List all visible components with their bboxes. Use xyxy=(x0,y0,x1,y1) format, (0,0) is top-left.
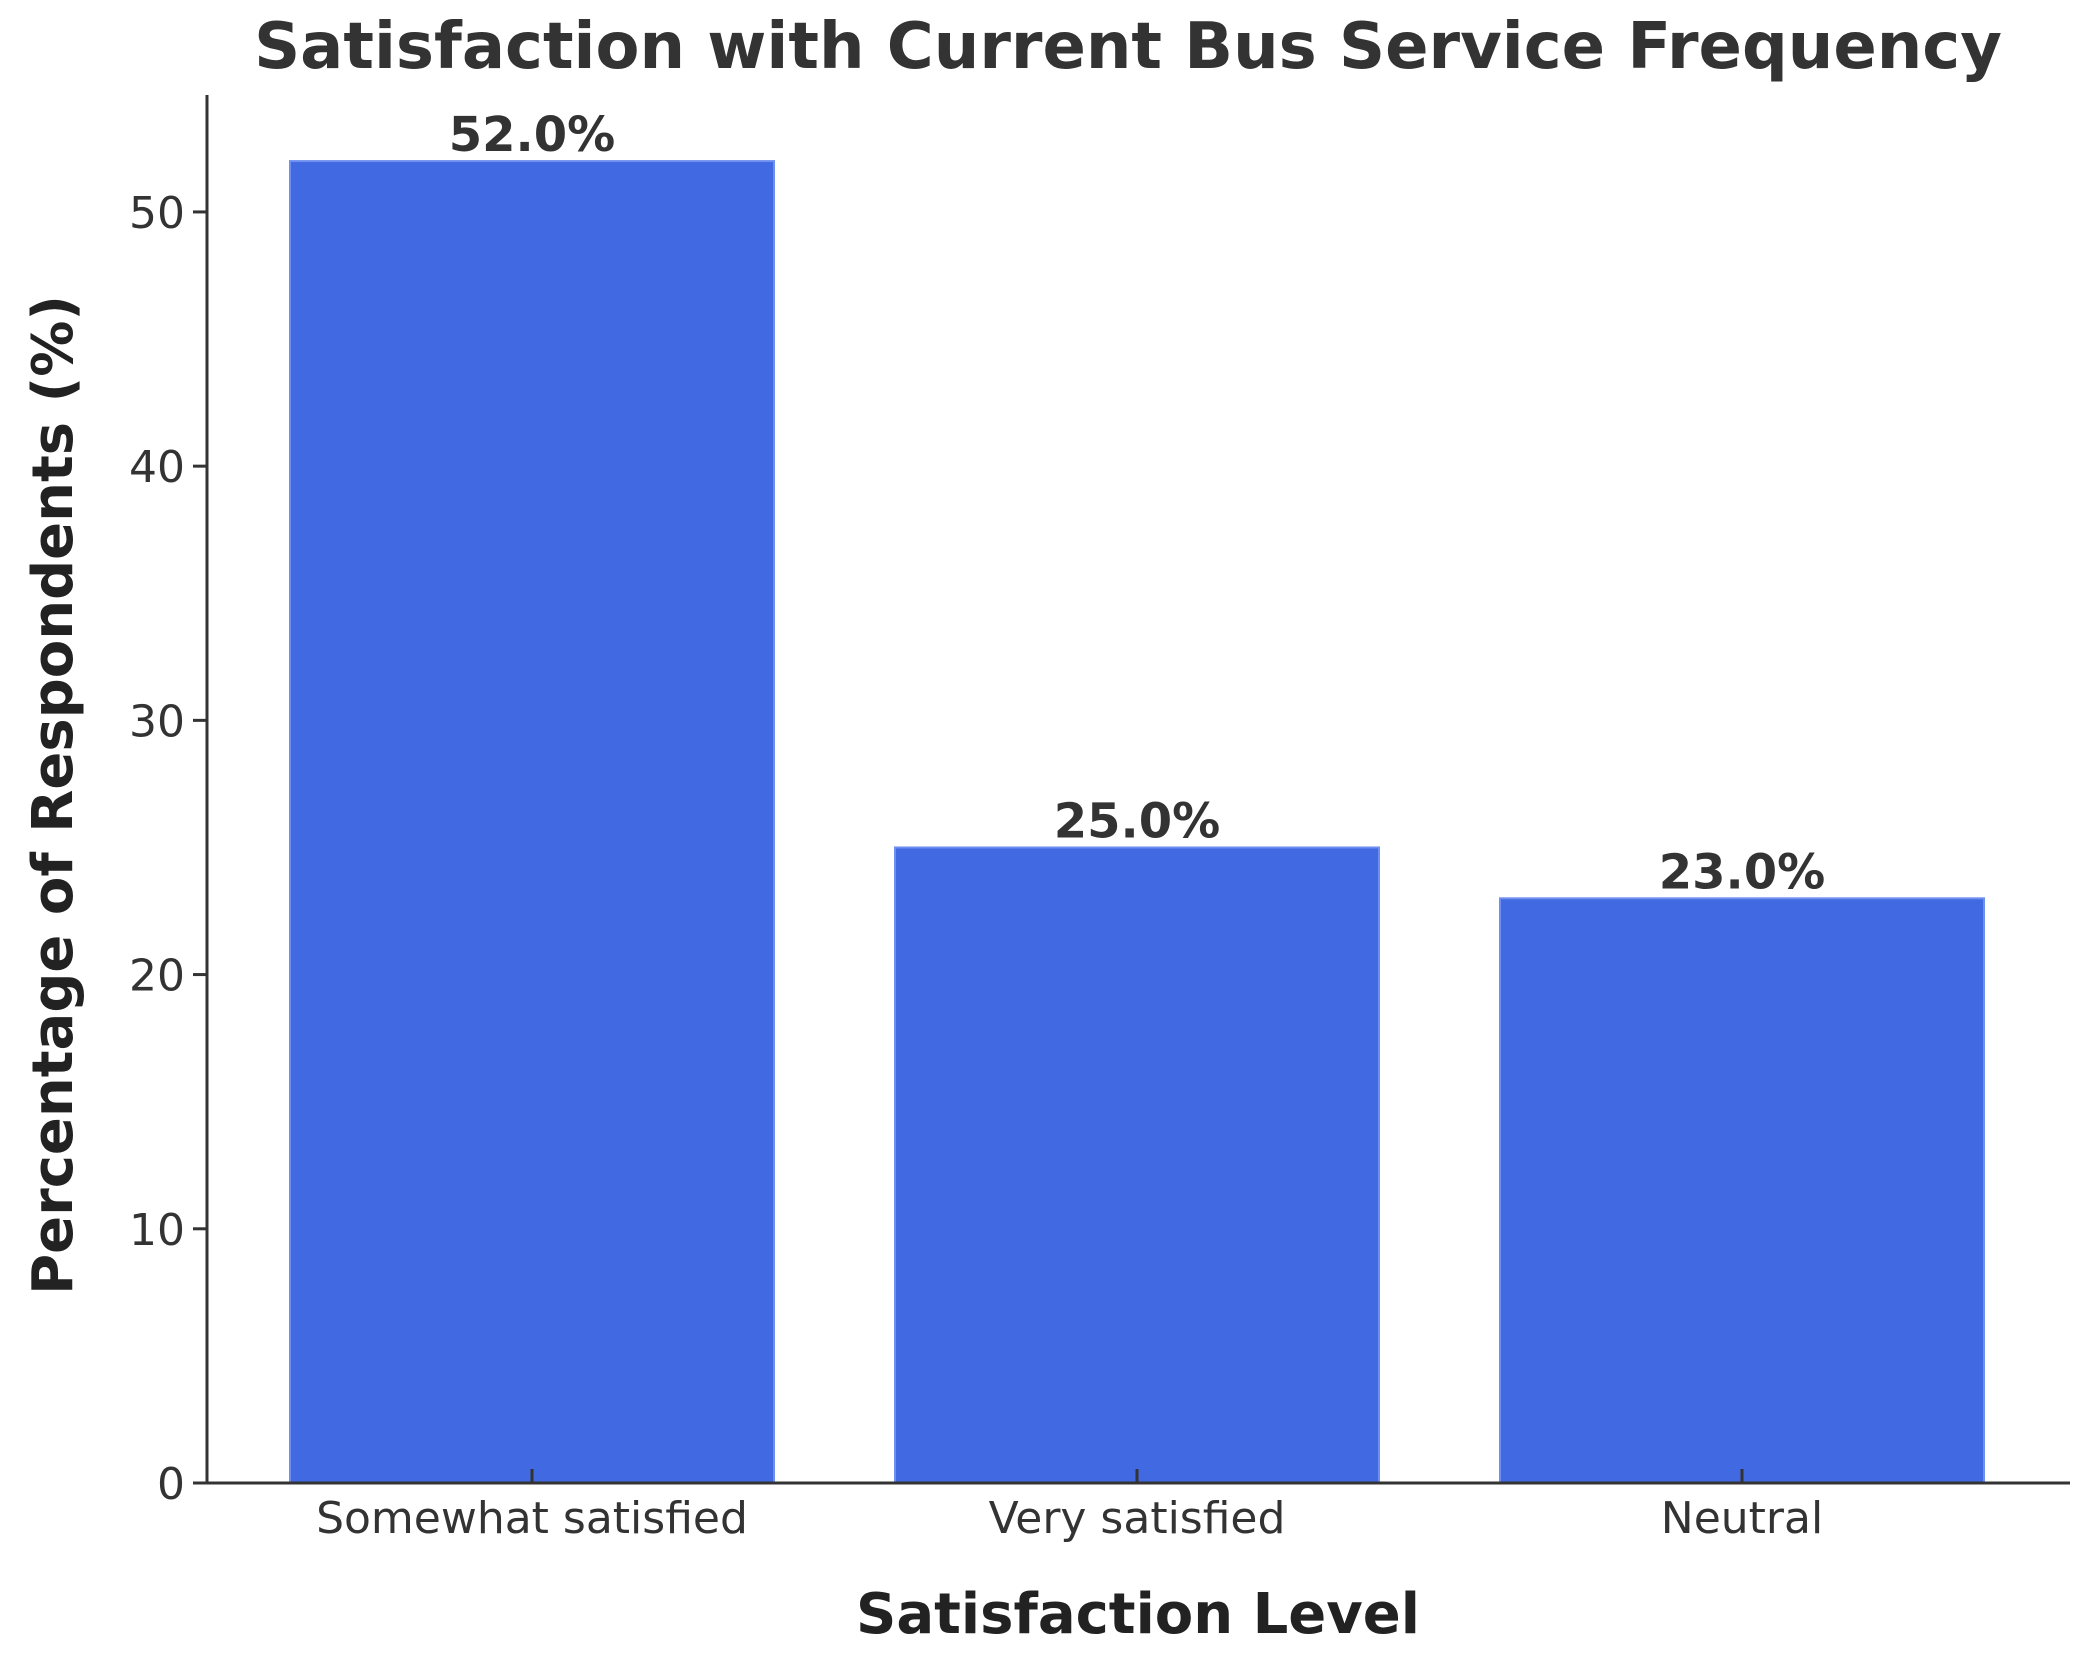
bar-value-labels: 52.0% 25.0% 23.0% xyxy=(449,107,1826,900)
y-tick-label: 40 xyxy=(129,442,185,493)
x-axis-ticks: Somewhat satisfied Very satisfied Neutral xyxy=(316,1469,1823,1544)
y-tick-label: 30 xyxy=(129,696,185,747)
bar-value-label: 25.0% xyxy=(1054,793,1221,849)
y-axis-label: Percentage of Respondents (%) xyxy=(21,295,86,1295)
bar-value-label: 52.0% xyxy=(449,107,616,163)
y-tick-label: 10 xyxy=(129,1205,185,1256)
chart-title: Satisfaction with Current Bus Service Fr… xyxy=(254,10,2002,84)
y-tick-label: 50 xyxy=(129,188,185,239)
y-axis-ticks: 0 10 20 30 40 50 xyxy=(129,188,207,1510)
x-axis-label: Satisfaction Level xyxy=(856,1582,1420,1647)
bar-very-satisfied xyxy=(894,846,1380,1484)
bar-value-label: 23.0% xyxy=(1659,844,1826,900)
x-tick-label: Very satisfied xyxy=(989,1493,1286,1544)
bar-somewhat-satisfied xyxy=(289,160,775,1485)
x-tick-label: Somewhat satisfied xyxy=(316,1493,748,1544)
bars-group xyxy=(289,160,1985,1485)
x-tick-label: Neutral xyxy=(1661,1493,1823,1544)
y-tick-label: 20 xyxy=(129,951,185,1002)
y-tick-label: 0 xyxy=(157,1459,185,1510)
bar-neutral xyxy=(1499,897,1985,1484)
